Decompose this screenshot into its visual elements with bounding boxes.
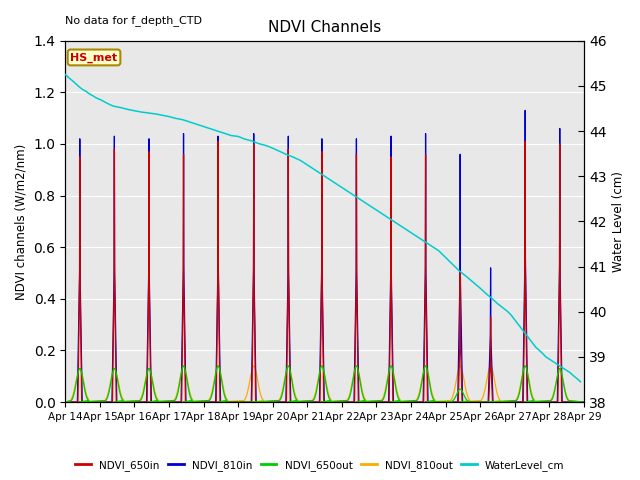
Text: HS_met: HS_met (70, 52, 118, 62)
Text: No data for f_depth_CTD: No data for f_depth_CTD (65, 15, 202, 26)
Y-axis label: Water Level (cm): Water Level (cm) (612, 171, 625, 272)
Title: NDVI Channels: NDVI Channels (268, 20, 381, 36)
Legend: NDVI_650in, NDVI_810in, NDVI_650out, NDVI_810out, WaterLevel_cm: NDVI_650in, NDVI_810in, NDVI_650out, NDV… (71, 456, 569, 475)
Y-axis label: NDVI channels (W/m2/nm): NDVI channels (W/m2/nm) (15, 143, 28, 300)
